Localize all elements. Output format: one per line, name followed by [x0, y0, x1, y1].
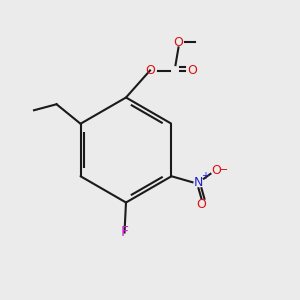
Text: O: O: [212, 164, 221, 177]
Text: O: O: [174, 35, 183, 49]
Text: F: F: [121, 226, 128, 239]
Text: O: O: [196, 198, 206, 211]
Text: −: −: [219, 165, 229, 175]
Text: O: O: [145, 64, 155, 77]
Text: O: O: [187, 64, 197, 77]
Text: N: N: [194, 176, 203, 189]
Text: +: +: [201, 171, 209, 181]
